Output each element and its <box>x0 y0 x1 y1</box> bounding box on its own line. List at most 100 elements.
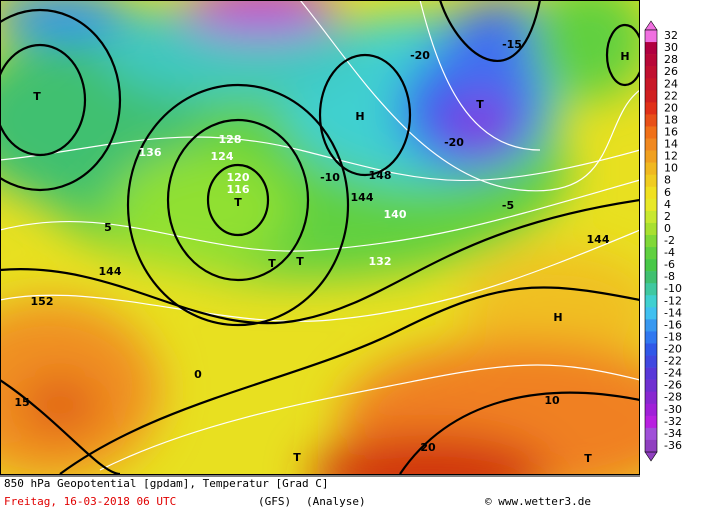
scale-swatch <box>645 174 657 188</box>
scale-label: 6 <box>664 186 671 199</box>
scale-swatch <box>645 331 657 344</box>
map-label: T <box>234 196 242 209</box>
map-label: 132 <box>369 255 392 268</box>
map-label: 144 <box>351 191 374 204</box>
map-label: 128 <box>219 133 242 146</box>
scale-label: 28 <box>664 53 678 66</box>
scale-label: 30 <box>664 41 678 54</box>
footer-date: Freitag, 16-03-2018 06 UTC <box>4 495 176 508</box>
map-label: 140 <box>384 208 407 221</box>
scale-label: 4 <box>664 198 671 211</box>
map-label: T <box>293 451 301 464</box>
map-label: 124 <box>211 150 234 163</box>
map-label: H <box>620 50 629 63</box>
scale-swatch <box>645 355 657 368</box>
scale-swatch <box>645 90 657 103</box>
scale-label: -2 <box>664 234 675 247</box>
scale-label: 18 <box>664 113 678 126</box>
scale-label: -4 <box>664 246 675 259</box>
map-label: 148 <box>369 169 392 182</box>
footer-title: 850 hPa Geopotential [gpdam], Temperatur… <box>4 477 329 490</box>
map-label: H <box>553 311 562 324</box>
scale-swatch <box>645 78 657 91</box>
map-label: -20 <box>444 136 464 149</box>
scale-swatch <box>645 138 657 151</box>
scale-arrow-bottom <box>644 451 658 462</box>
scale-swatch <box>645 307 657 320</box>
scale-label: -12 <box>664 294 682 307</box>
scale-label: -8 <box>664 270 675 283</box>
scale-label: -26 <box>664 379 682 392</box>
scale-label: -10 <box>664 282 682 295</box>
scale-label: -34 <box>664 427 682 440</box>
scale-swatch <box>645 222 657 236</box>
map-label: T <box>33 90 41 103</box>
map-label: 20 <box>420 441 436 454</box>
map-label: -5 <box>502 199 514 212</box>
map-label: 15 <box>14 396 29 409</box>
scale-label: 0 <box>664 222 671 235</box>
scale-label: -28 <box>664 391 682 404</box>
scale-label: -24 <box>664 367 682 380</box>
map-label: -10 <box>320 171 340 184</box>
scale-swatch <box>645 66 657 79</box>
scale-label: -22 <box>664 355 682 368</box>
map-label: 5 <box>104 221 112 234</box>
scale-swatch <box>645 271 657 284</box>
map-label: 144 <box>99 265 122 278</box>
scale-label: 10 <box>664 162 678 175</box>
scale-swatch <box>645 54 657 67</box>
map-label: 10 <box>544 394 560 407</box>
scale-swatch <box>645 379 657 393</box>
scale-label: 24 <box>664 77 678 90</box>
scale-label: 26 <box>664 65 678 78</box>
scale-swatch <box>645 343 657 356</box>
scale-label: 2 <box>664 210 671 223</box>
footer-credit: © www.wetter3.de <box>485 495 591 508</box>
map-label: -20 <box>410 49 430 62</box>
scale-swatch <box>645 247 657 260</box>
map-label: T <box>476 98 484 111</box>
scale-label: 22 <box>664 89 678 102</box>
scale-label: -36 <box>664 439 682 452</box>
scale-swatch <box>645 42 657 55</box>
color-scale: 32302826242220181614121086420-2-4-6-8-10… <box>644 20 682 462</box>
scale-swatch <box>645 186 657 200</box>
scale-swatch <box>645 403 657 417</box>
map-label: -15 <box>502 38 522 51</box>
scale-swatch <box>645 367 657 380</box>
map-label: 136 <box>139 146 162 159</box>
isotherms <box>0 0 640 471</box>
map-label: T <box>268 257 276 270</box>
map-label: 152 <box>31 295 54 308</box>
scale-swatch <box>645 283 657 296</box>
map-label: 144 <box>587 233 610 246</box>
scale-swatch <box>645 391 657 405</box>
scale-swatch <box>645 439 657 453</box>
scale-label: -14 <box>664 306 682 319</box>
scale-frame <box>644 29 658 453</box>
scale-swatch <box>645 30 657 43</box>
map-label: T <box>584 452 592 465</box>
scale-label: -18 <box>664 330 682 343</box>
scale-swatch <box>645 198 657 212</box>
scale-swatch <box>645 259 657 272</box>
scale-label: 16 <box>664 125 678 138</box>
scale-swatch <box>645 162 657 175</box>
footer-model: (GFS) <box>258 495 291 508</box>
map-label: 0 <box>194 368 202 381</box>
scale-label: -32 <box>664 415 682 428</box>
scale-label: 20 <box>664 101 678 114</box>
scale-swatch <box>645 102 657 115</box>
scale-swatch <box>645 295 657 308</box>
scale-label: 8 <box>664 174 671 187</box>
scale-swatch <box>645 319 657 332</box>
scale-swatch <box>645 126 657 139</box>
scale-swatch <box>645 415 657 429</box>
map-label: 116 <box>227 183 250 196</box>
map-label: T <box>296 255 304 268</box>
scale-swatch <box>645 427 657 441</box>
